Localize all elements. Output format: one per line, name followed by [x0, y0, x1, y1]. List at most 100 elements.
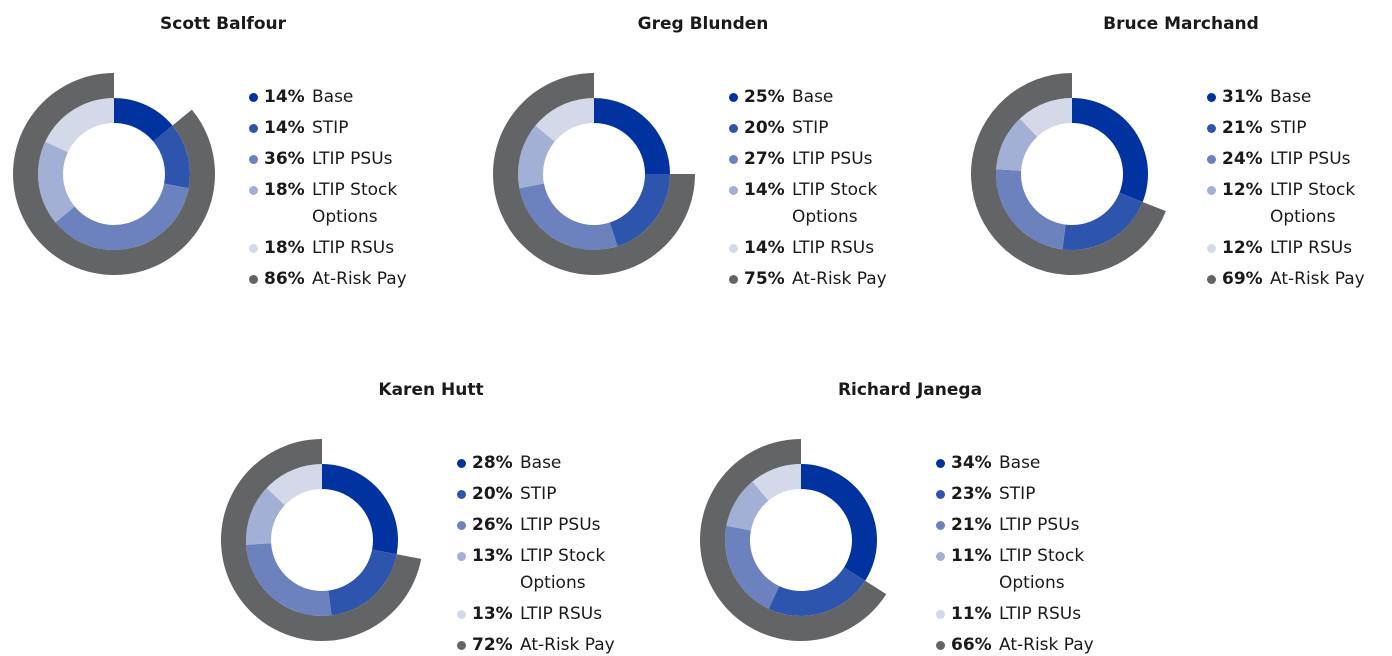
legend-value: 24%	[1222, 149, 1263, 169]
legend-label: At-Risk Pay	[520, 635, 615, 655]
legend-label: LTIP PSUs	[792, 149, 873, 169]
chart-title: Karen Hutt	[378, 380, 484, 400]
legend-item: 34% Base	[936, 450, 1107, 477]
legend-value: 31%	[1222, 87, 1263, 107]
legend-value: 14%	[264, 87, 305, 107]
legend-item: 31% Base	[1207, 84, 1378, 111]
legend-value: 11%	[951, 546, 992, 566]
legend-label: LTIP RSUs	[520, 604, 603, 624]
legend-marker	[729, 244, 738, 253]
legend-marker	[936, 641, 945, 650]
legend-label: LTIP PSUs	[520, 515, 601, 535]
legend-marker	[936, 459, 945, 468]
donut-segment	[519, 183, 618, 250]
legend-label: LTIP RSUs	[999, 604, 1082, 624]
legend-item: 69% At-Risk Pay	[1207, 266, 1378, 293]
legend-item: 14% STIP	[249, 115, 420, 142]
legend-marker	[1207, 124, 1216, 133]
legend-marker	[1207, 186, 1216, 195]
legend-value: 14%	[264, 118, 305, 138]
donut-segment	[55, 183, 189, 251]
legend-label: STIP	[1270, 118, 1307, 138]
donut-segment	[609, 174, 670, 247]
legend: 31% Base 21% STIP 24% LTIP PSUs 12% LTIP Stock …	[1207, 84, 1378, 297]
donut-segment	[726, 481, 769, 531]
donut-segment	[725, 525, 780, 609]
legend-item: 72% At-Risk Pay	[457, 632, 628, 656]
donut-segment	[1062, 192, 1143, 250]
legend-item: 14% LTIP RSUs	[729, 235, 900, 262]
legend-value: 21%	[1222, 118, 1263, 138]
legend-label: LTIP Stock Options	[999, 546, 1085, 593]
legend-item: 36% LTIP PSUs	[249, 146, 420, 173]
legend-label: At-Risk Pay	[792, 269, 887, 289]
legend-value: 72%	[472, 635, 513, 655]
legend-value: 20%	[472, 484, 513, 504]
legend-label: STIP	[792, 118, 829, 138]
donut-segment	[328, 549, 397, 616]
legend-item: 27% LTIP PSUs	[729, 146, 900, 173]
legend: 34% Base 23% STIP 21% LTIP PSUs 11% LTIP Stock …	[936, 450, 1107, 656]
donut-segment	[801, 464, 877, 581]
legend-label: LTIP RSUs	[312, 238, 395, 258]
legend-marker	[1207, 244, 1216, 253]
legend-marker	[1207, 93, 1216, 102]
legend-label: STIP	[999, 484, 1036, 504]
legend-marker	[729, 155, 738, 164]
legend-value: 18%	[264, 238, 305, 258]
legend-item: 75% At-Risk Pay	[729, 266, 900, 293]
donut-segment	[996, 169, 1066, 250]
legend-value: 12%	[1222, 180, 1263, 200]
legend-label: Base	[520, 453, 562, 473]
legend-marker	[457, 521, 466, 530]
legend-marker	[249, 93, 258, 102]
legend-label: LTIP RSUs	[1270, 238, 1353, 258]
legend-label: At-Risk Pay	[1270, 269, 1365, 289]
legend-item: 20% STIP	[457, 481, 628, 508]
donut	[12, 73, 216, 275]
donut-segment	[37, 141, 75, 223]
legend-label: STIP	[520, 484, 557, 504]
legend-value: 12%	[1222, 238, 1263, 258]
legend-label: LTIP PSUs	[312, 149, 393, 169]
legend-marker	[936, 521, 945, 530]
legend-value: 69%	[1222, 269, 1263, 289]
legend-marker	[457, 552, 466, 561]
legend-value: 25%	[744, 87, 785, 107]
legend-label: LTIP Stock Options	[1270, 180, 1356, 227]
legend-value: 21%	[951, 515, 992, 535]
legend: 14% Base 14% STIP 36% LTIP PSUs 18% LTIP Stock …	[249, 84, 420, 297]
legend-label: LTIP RSUs	[792, 238, 875, 258]
donut-segment	[518, 125, 555, 189]
legend-label: STIP	[312, 118, 349, 138]
legend-item: 13% LTIP Stock Options	[457, 543, 628, 597]
legend-marker	[729, 93, 738, 102]
legend-item: 12% LTIP Stock Options	[1207, 177, 1378, 231]
legend-value: 75%	[744, 269, 785, 289]
legend-marker	[936, 610, 945, 619]
donut-segment	[114, 98, 173, 142]
donut	[493, 73, 695, 275]
legend-item: 12% LTIP RSUs	[1207, 235, 1378, 262]
legend-item: 14% Base	[249, 84, 420, 111]
legend-item: 28% Base	[457, 450, 628, 477]
chart-title: Richard Janega	[837, 380, 983, 400]
legend-label: Base	[999, 453, 1041, 473]
legend-label: At-Risk Pay	[999, 635, 1094, 655]
donut-segment	[246, 543, 332, 616]
legend-value: 34%	[951, 453, 992, 473]
legend-marker	[729, 186, 738, 195]
legend-value: 36%	[264, 149, 305, 169]
legend-value: 23%	[951, 484, 992, 504]
donut-segment	[153, 125, 190, 189]
donut-segment	[996, 118, 1038, 171]
legend-marker	[1207, 275, 1216, 284]
legend-item: 11% LTIP RSUs	[936, 601, 1107, 628]
legend: 25% Base 20% STIP 27% LTIP PSUs 14% LTIP Stock …	[729, 84, 900, 297]
legend-item: 20% STIP	[729, 115, 900, 142]
legend-marker	[729, 124, 738, 133]
legend-label: At-Risk Pay	[312, 269, 407, 289]
legend-item: 66% At-Risk Pay	[936, 632, 1107, 656]
legend-item: 18% LTIP Stock Options	[249, 177, 420, 231]
donut-segment	[246, 487, 285, 545]
